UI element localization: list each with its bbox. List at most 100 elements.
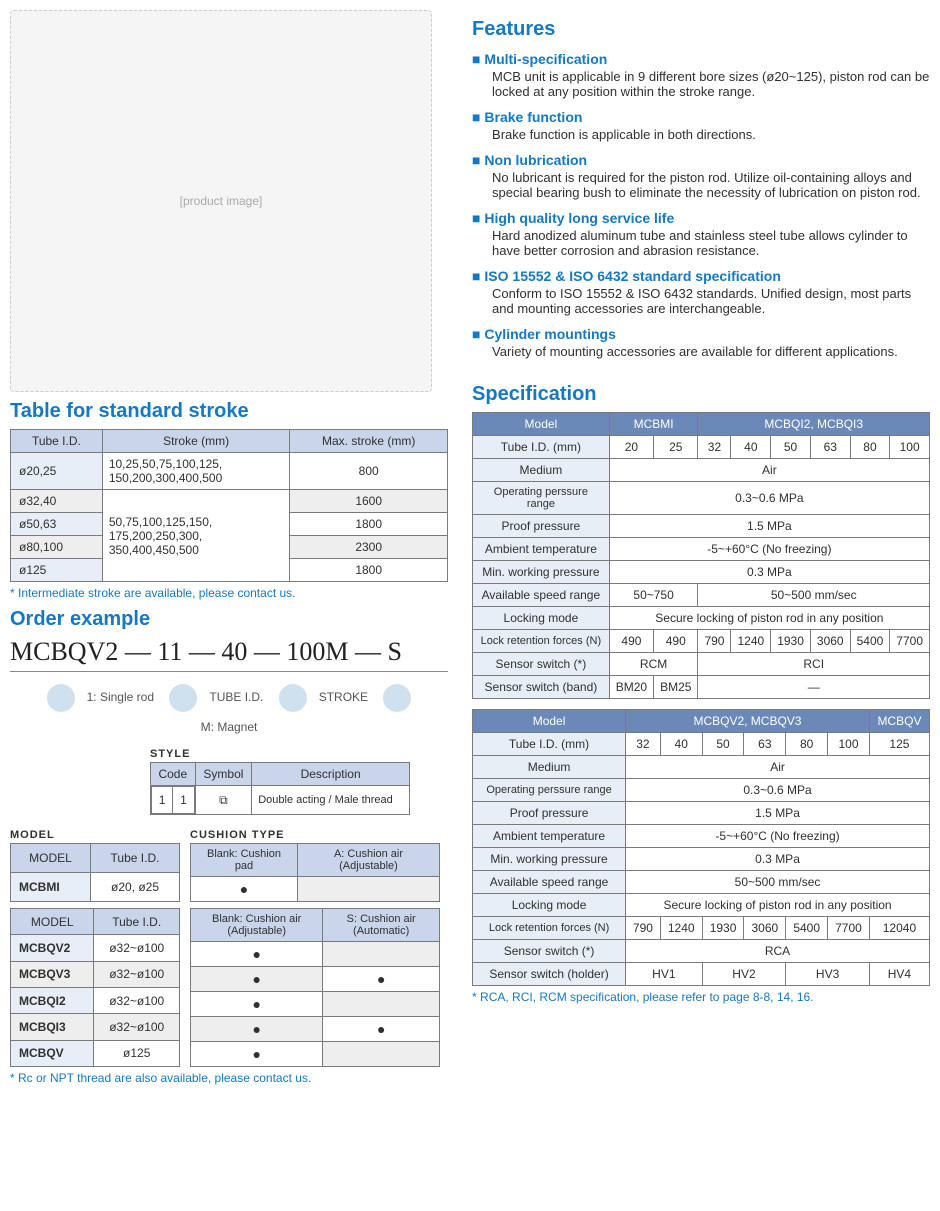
cell: Sensor switch (*) (473, 940, 626, 963)
cell: Sensor switch (band) (473, 676, 610, 699)
cell: 50 (702, 733, 744, 756)
cell (323, 942, 440, 967)
feature-title: Brake function (472, 109, 930, 125)
cell: 100 (890, 436, 930, 459)
cell: Min. working pressure (473, 848, 626, 871)
order-code: MCBQV2 — 11 — 40 — 100M — S (10, 637, 448, 667)
cell: 0.3~0.6 MPa (626, 779, 930, 802)
cell: Secure locking of piston rod in any posi… (626, 894, 930, 917)
cell: 125 (869, 733, 929, 756)
cell: 1240 (731, 630, 771, 653)
legend-tube: TUBE I.D. (209, 690, 263, 704)
feature-body: No lubricant is required for the piston … (492, 170, 930, 200)
cell: Available speed range (473, 871, 626, 894)
cell: 1800 (290, 559, 448, 582)
cell: 1930 (771, 630, 811, 653)
cell: Medium (473, 459, 610, 482)
cell: ø32~ø100 (94, 1014, 180, 1040)
cell: BM25 (654, 676, 698, 699)
cell: 50~500 mm/sec (626, 871, 930, 894)
cell: 63 (810, 436, 850, 459)
cell: 50~750 (609, 584, 698, 607)
cell: Proof pressure (473, 515, 610, 538)
cell: ø32~ø100 (94, 935, 180, 961)
cell: HV1 (626, 963, 703, 986)
model-label: MODEL (10, 829, 170, 841)
cell: MCBQV (11, 1040, 94, 1066)
cell: 7700 (828, 917, 870, 940)
th: Symbol (195, 763, 252, 786)
cell: 1 (173, 787, 194, 814)
cell: 40 (660, 733, 702, 756)
feature-body: Hard anodized aluminum tube and stainles… (492, 228, 930, 258)
th: A: Cushion air (Adjustable) (297, 844, 439, 877)
th: MODEL (11, 844, 91, 873)
cell: MCBQV2 (11, 935, 94, 961)
cell: ● (191, 1017, 323, 1042)
cell: 0.3 MPa (626, 848, 930, 871)
cell: ø32~ø100 (94, 961, 180, 987)
th: MCBMI (609, 413, 698, 436)
cell: Min. working pressure (473, 561, 610, 584)
cell: 1800 (290, 513, 448, 536)
cell: — (698, 676, 930, 699)
cell: ● (323, 1017, 440, 1042)
cell: ● (191, 967, 323, 992)
style-label: STYLE (150, 748, 410, 760)
cell: 1 (152, 787, 173, 814)
cell: MCBQV3 (11, 961, 94, 987)
symbol-icon: ⧉ (195, 786, 252, 815)
th: MODEL (11, 909, 94, 935)
cell: 63 (744, 733, 786, 756)
cell: 25 (654, 436, 698, 459)
feature-title: Cylinder mountings (472, 326, 930, 342)
cell: Medium (473, 756, 626, 779)
cell: ● (191, 877, 298, 902)
cell: Available speed range (473, 584, 610, 607)
th-tube: Tube I.D. (11, 430, 103, 453)
cell: HV4 (869, 963, 929, 986)
cell: 800 (290, 453, 448, 490)
feature-title: ISO 15552 & ISO 6432 standard specificat… (472, 268, 930, 284)
th: Tube I.D. (91, 844, 180, 873)
order-note: * Rc or NPT thread are also available, p… (10, 1071, 448, 1085)
cell: Tube I.D. (mm) (473, 436, 610, 459)
cell: 12040 (869, 917, 929, 940)
stroke-table: Tube I.D. Stroke (mm) Max. stroke (mm) ø… (10, 429, 448, 582)
cell: 490 (654, 630, 698, 653)
order-heading: Order example (10, 608, 448, 631)
cell: Locking mode (473, 894, 626, 917)
cell: MCBMI (11, 873, 91, 902)
cell: ø32~ø100 (94, 987, 180, 1013)
cell: MCBQI3 (11, 1014, 94, 1040)
cell: 10,25,50,75,100,125, 150,200,300,400,500 (102, 453, 290, 490)
th: MCBQV2, MCBQV3 (626, 710, 870, 733)
cell (323, 1042, 440, 1067)
cell: 1930 (702, 917, 744, 940)
th: MCBQI2, MCBQI3 (698, 413, 930, 436)
cell: ø20, ø25 (91, 873, 180, 902)
legend-magnet: M: Magnet (201, 720, 258, 734)
cell: 1600 (290, 490, 448, 513)
cell: Lock retention forces (N) (473, 917, 626, 940)
th: MCBQV (869, 710, 929, 733)
cell: MCBQI2 (11, 987, 94, 1013)
feature-body: Conform to ISO 15552 & ISO 6432 standard… (492, 286, 930, 316)
cell: 7700 (890, 630, 930, 653)
th: Model (473, 710, 626, 733)
cell (297, 877, 439, 902)
cell: 5400 (786, 917, 828, 940)
cell: 1.5 MPa (609, 515, 929, 538)
cell: 50,75,100,125,150, 175,200,250,300, 350,… (102, 490, 290, 582)
cell: Proof pressure (473, 802, 626, 825)
cell: ● (191, 1042, 323, 1067)
cell: ø32,40 (11, 490, 103, 513)
cell: ● (323, 967, 440, 992)
spec-heading: Specification (472, 383, 930, 406)
th: Description (252, 763, 410, 786)
cell: Secure locking of piston rod in any posi… (609, 607, 929, 630)
cell: 1.5 MPa (626, 802, 930, 825)
cell: ● (191, 942, 323, 967)
cell: Ambient temperature (473, 538, 610, 561)
spec-note: * RCA, RCI, RCM specification, please re… (472, 990, 930, 1004)
